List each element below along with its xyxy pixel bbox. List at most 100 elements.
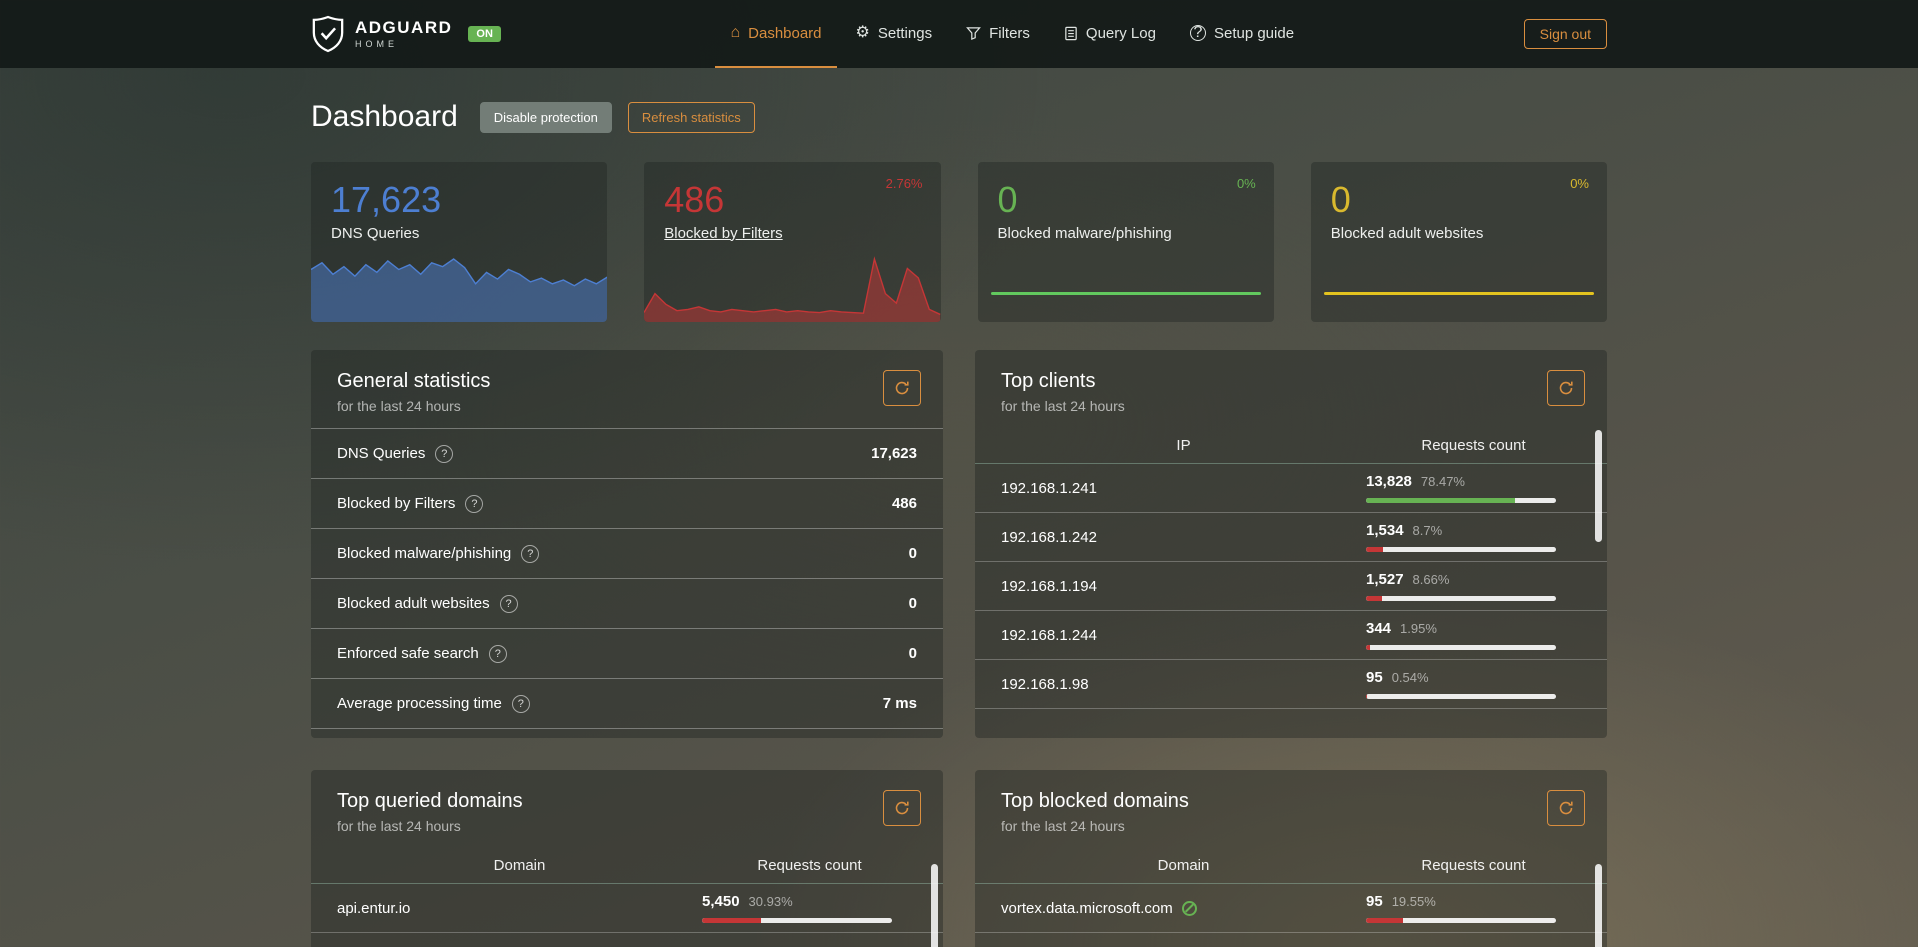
- nav-item-setup-guide[interactable]: ? Setup guide: [1175, 0, 1309, 68]
- panel-title: Top blocked domains: [1001, 790, 1189, 812]
- question-circle-icon: ?: [1189, 25, 1206, 41]
- dns-queries-sparkline-chart: [311, 252, 608, 322]
- refresh-button[interactable]: [1547, 790, 1585, 826]
- requests-bar: [702, 918, 892, 923]
- requests-count: 344: [1366, 620, 1392, 637]
- domain-row: api.entur.io 5,450 30.93%: [311, 884, 943, 933]
- client-row: 192.168.1.242 1,534 8.7%: [975, 513, 1607, 562]
- nav-label: Query Log: [1085, 24, 1156, 42]
- refresh-icon: [894, 380, 910, 396]
- scrollbar-thumb[interactable]: [1595, 430, 1602, 542]
- domain-link[interactable]: api.entur.io: [337, 899, 411, 917]
- stat-row: Blocked malware/phishing? 0: [311, 529, 943, 579]
- nav-item-dashboard[interactable]: ⌂ Dashboard: [715, 0, 837, 68]
- unblock-icon[interactable]: [1181, 900, 1197, 916]
- requests-count: 1,534: [1366, 522, 1404, 539]
- column-header-domain: Domain: [1157, 857, 1210, 874]
- adult-trend-line: [1323, 292, 1594, 295]
- stat-row: Enforced safe search? 0: [311, 629, 943, 679]
- brand-logo[interactable]: ADGUARD HOME ON: [311, 0, 501, 68]
- stat-percent: 0%: [1236, 176, 1256, 191]
- stat-row: Average processing time? 7 ms: [311, 679, 943, 729]
- help-icon[interactable]: ?: [521, 544, 540, 563]
- domain-link[interactable]: vortex.data.microsoft.com: [1001, 899, 1173, 917]
- stat-row-value: 17,623: [871, 445, 917, 462]
- stat-card-blocked-malware: 0% 0 Blocked malware/phishing: [977, 162, 1274, 322]
- panel-title: Top clients: [1001, 370, 1096, 392]
- client-ip-link[interactable]: 192.168.1.242: [1001, 528, 1097, 546]
- brand-sub: HOME: [355, 39, 398, 50]
- top-blocked-domains-panel: Top blocked domains for the last 24 hour…: [975, 770, 1607, 947]
- refresh-statistics-button[interactable]: Refresh statistics: [627, 101, 755, 133]
- stat-row: DNS Queries? 17,623: [311, 429, 943, 479]
- requests-count: 1,527: [1366, 571, 1404, 588]
- panel-subtitle: for the last 24 hours: [1001, 398, 1125, 414]
- client-row: 192.168.1.194 1,527 8.66%: [975, 562, 1607, 611]
- requests-count: 95: [1366, 669, 1383, 686]
- refresh-button[interactable]: [1547, 370, 1585, 406]
- stat-percent: 0%: [1570, 176, 1589, 191]
- scrollbar-thumb[interactable]: [1595, 864, 1602, 947]
- brand-name: ADGUARD: [355, 17, 453, 37]
- client-row: 192.168.1.244 344 1.95%: [975, 611, 1607, 660]
- client-row: 192.168.1.241 13,828 78.47%: [975, 464, 1607, 513]
- home-icon: ⌂: [730, 24, 741, 41]
- client-ip-link[interactable]: 192.168.1.194: [1001, 577, 1097, 595]
- help-icon[interactable]: ?: [465, 494, 484, 513]
- stat-card-blocked-by-filters: 2.76% 486 Blocked by Filters: [644, 162, 941, 322]
- client-ip-link[interactable]: 192.168.1.244: [1001, 626, 1097, 644]
- disable-protection-button[interactable]: Disable protection: [479, 101, 612, 133]
- stat-value: 0: [997, 179, 1018, 220]
- table-header: IP Requests count: [975, 428, 1607, 464]
- adguard-shield-icon: [311, 15, 345, 53]
- stat-row-value: 7 ms: [882, 695, 917, 712]
- panel-subtitle: for the last 24 hours: [337, 818, 461, 834]
- stat-card-blocked-adult: 0% 0 Blocked adult websites: [1310, 162, 1607, 322]
- requests-percent: 30.93%: [748, 894, 793, 909]
- help-icon[interactable]: ?: [511, 694, 530, 713]
- help-icon[interactable]: ?: [435, 444, 454, 463]
- nav-item-settings[interactable]: ⚙ Settings: [841, 0, 948, 68]
- blocked-by-filters-link[interactable]: Blocked by Filters: [664, 224, 783, 242]
- refresh-button[interactable]: [883, 790, 921, 826]
- nav-label: Setup guide: [1213, 24, 1295, 42]
- stat-row-label: DNS Queries: [337, 445, 426, 462]
- client-row: 192.168.1.98 95 0.54%: [975, 660, 1607, 709]
- malware-trend-line: [990, 292, 1261, 295]
- general-statistics-panel: General statistics for the last 24 hours…: [311, 350, 943, 738]
- help-icon[interactable]: ?: [499, 594, 518, 613]
- document-icon: [1064, 26, 1078, 41]
- top-clients-panel: Top clients for the last 24 hours IP Req…: [975, 350, 1607, 738]
- stat-row-label: Enforced safe search: [337, 645, 479, 662]
- table-header: Domain Requests count: [311, 848, 943, 884]
- nav-label: Settings: [877, 24, 933, 42]
- nav-item-query-log[interactable]: Query Log: [1049, 0, 1171, 68]
- nav-item-filters[interactable]: Filters: [951, 0, 1045, 68]
- stat-value: 17,623: [331, 179, 442, 220]
- requests-count: 5,450: [702, 893, 740, 910]
- client-ip-link[interactable]: 192.168.1.241: [1001, 479, 1097, 497]
- panel-title: General statistics: [337, 370, 491, 392]
- requests-bar: [1366, 645, 1556, 650]
- stat-value: 486: [664, 179, 725, 220]
- refresh-icon: [894, 800, 910, 816]
- requests-bar: [1366, 596, 1556, 601]
- panel-subtitle: for the last 24 hours: [1001, 818, 1125, 834]
- stat-percent: 2.76%: [885, 176, 923, 191]
- requests-bar: [1366, 498, 1556, 503]
- requests-percent: 8.7%: [1412, 523, 1443, 538]
- panel-subtitle: for the last 24 hours: [337, 398, 461, 414]
- scrollbar-thumb[interactable]: [931, 864, 938, 947]
- stat-value: 0: [1330, 179, 1351, 220]
- client-ip-link[interactable]: 192.168.1.98: [1001, 675, 1089, 693]
- requests-bar: [1366, 547, 1556, 552]
- stat-row: Blocked adult websites? 0: [311, 579, 943, 629]
- help-icon[interactable]: ?: [488, 644, 507, 663]
- column-header-requests: Requests count: [1421, 437, 1526, 454]
- refresh-button[interactable]: [883, 370, 921, 406]
- top-queried-domains-panel: Top queried domains for the last 24 hour…: [311, 770, 943, 947]
- sign-out-button[interactable]: Sign out: [1523, 19, 1607, 49]
- requests-percent: 8.66%: [1412, 572, 1450, 587]
- domain-row: vortex.data.microsoft.com 95 19.55%: [975, 884, 1607, 933]
- stat-label: Blocked malware/phishing: [997, 224, 1172, 242]
